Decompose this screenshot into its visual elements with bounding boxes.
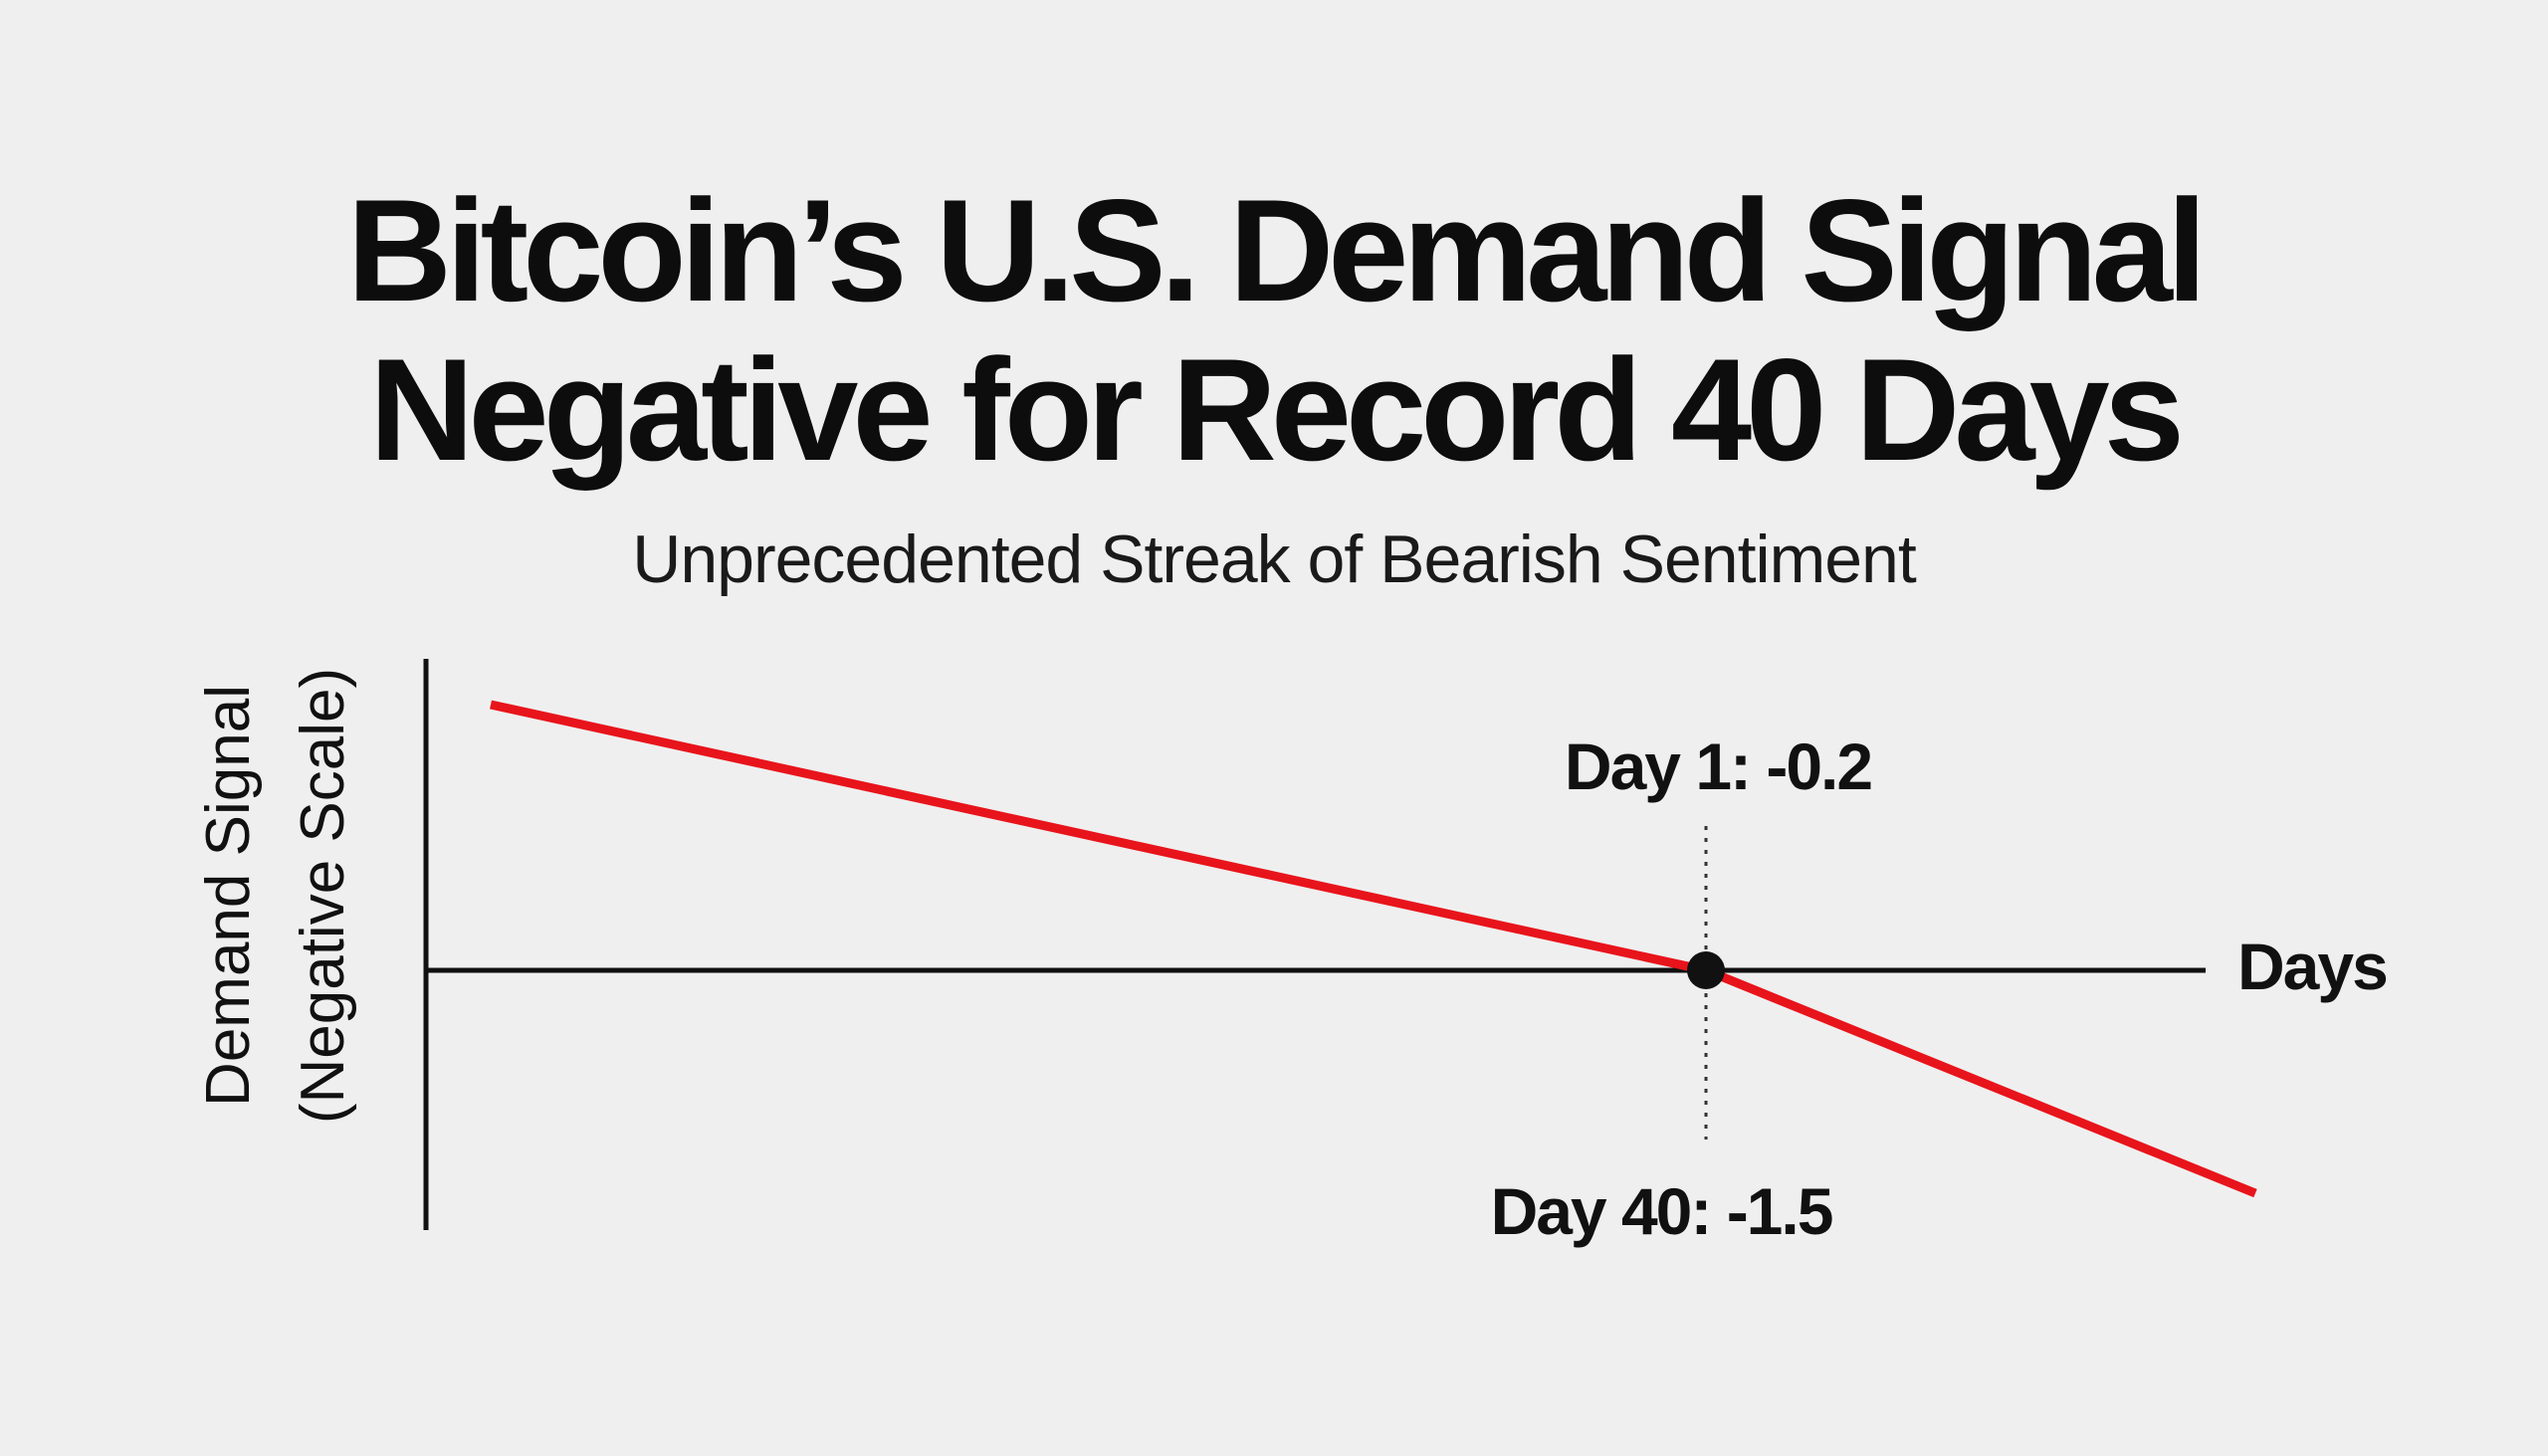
annotation-day-1: Day 1: -0.2	[1565, 729, 1871, 803]
demand-signal-line	[490, 700, 2257, 1198]
x-axis-label: Days	[2237, 930, 2387, 1003]
title-line-1: Bitcoin’s U.S. Demand Signal	[346, 169, 2208, 331]
y-axis-label-line-2: (Negative Scale)	[289, 668, 357, 1124]
title-line-2: Negative for Record 40 Days	[369, 328, 2185, 491]
chart-title: Bitcoin’s U.S. Demand Signal Negative fo…	[0, 171, 2548, 490]
chart-subtitle: Unprecedented Streak of Bearish Sentimen…	[632, 521, 1917, 597]
day-1-marker	[1687, 951, 1725, 989]
y-axis-label-line-1: Demand Signal	[194, 685, 263, 1107]
y-axis-label: Demand Signal (Negative Scale)	[194, 668, 357, 1124]
annotation-day-40: Day 40: -1.5	[1491, 1174, 1832, 1248]
